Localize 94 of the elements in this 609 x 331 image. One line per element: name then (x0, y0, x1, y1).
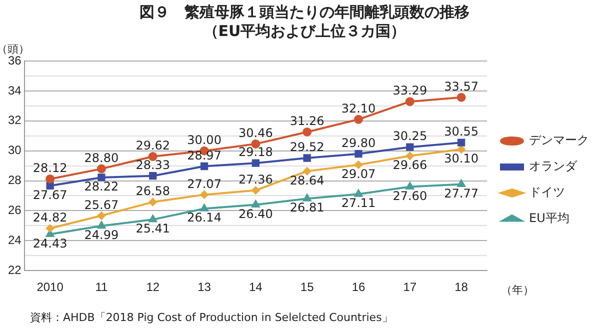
point (405, 97, 414, 106)
y-tick-label: 30 (8, 143, 22, 158)
data-label: 29.62 (136, 138, 170, 153)
point (97, 221, 106, 229)
data-label: 28.64 (290, 173, 324, 188)
data-label: 30.55 (444, 124, 478, 139)
point (252, 200, 260, 208)
data-label: 27.60 (392, 188, 428, 203)
point (457, 145, 466, 154)
data-label: 30.00 (187, 132, 222, 147)
x-tick-label: 16 (352, 280, 366, 294)
data-label: 29.07 (341, 166, 376, 181)
text: 資料：AHDB「2018 Pig Cost of Production in Selelcted Countries」 (30, 310, 393, 325)
data-label: 28.97 (187, 148, 222, 162)
x-tick-label: 13 (198, 280, 212, 294)
data-label: 26.81 (290, 200, 324, 215)
data-label: 33.57 (444, 80, 478, 94)
x-tick-label: 12 (146, 280, 160, 294)
chart-title: 図９ 繁殖母豚１頭当たりの年間離乳頭数の推移 (138, 3, 470, 22)
y-tick-label: 26 (8, 203, 22, 218)
data-label: 33.29 (392, 84, 428, 98)
point (46, 182, 54, 190)
data-label: 24.99 (84, 228, 119, 242)
point (457, 138, 466, 146)
point (252, 159, 260, 167)
data-label: 25.41 (136, 222, 170, 236)
point (303, 194, 312, 202)
data-label: 31.26 (290, 114, 324, 128)
point (354, 150, 362, 158)
y-tick-label: 22 (8, 262, 22, 277)
data-label: 26.40 (238, 206, 273, 221)
point (148, 198, 157, 206)
legend-label: ドイツ (529, 185, 565, 200)
data-label: 30.25 (392, 129, 428, 144)
point (97, 212, 106, 220)
data-label: 29.52 (290, 140, 324, 154)
data-label: 27.11 (341, 196, 376, 210)
point (406, 152, 414, 160)
data-label: 24.43 (32, 236, 68, 250)
data-label: 29.66 (392, 158, 428, 172)
data-label: 25.67 (84, 198, 119, 212)
y-tick-label: 32 (8, 113, 22, 128)
x-tick-label: 18 (454, 280, 468, 294)
point (200, 190, 208, 199)
point (406, 182, 414, 190)
data-label: 27.67 (32, 188, 68, 202)
y-tick-label: 24 (8, 232, 22, 247)
data-label: 29.18 (238, 145, 273, 160)
point (354, 114, 363, 124)
point (456, 92, 466, 102)
data-label: 30.10 (444, 151, 478, 166)
data-label: 30.46 (238, 126, 273, 140)
point (96, 164, 106, 174)
point (46, 224, 54, 232)
y-axis-title: （頭） (0, 42, 30, 56)
x-axis-title: （年） (501, 283, 534, 296)
y-tick-label: 34 (8, 83, 22, 98)
point (98, 174, 106, 182)
chart-subtitle: （EU平均および上位３カ国） (202, 22, 407, 41)
point (354, 190, 363, 197)
point (200, 204, 208, 212)
legend-label: オランダ (529, 159, 578, 174)
data-label: 29.80 (341, 136, 376, 150)
x-tick-label: 17 (403, 280, 417, 294)
point (457, 180, 466, 187)
data-label: 28.33 (136, 158, 170, 172)
point (46, 174, 55, 184)
data-label: 28.22 (84, 180, 119, 194)
data-label: 27.07 (187, 176, 222, 191)
x-tick-label: 14 (248, 280, 263, 294)
data-label: 26.14 (187, 210, 222, 225)
point (354, 160, 362, 169)
data-label: 24.82 (32, 210, 68, 225)
point (148, 215, 157, 222)
x-tick-label: 11 (95, 280, 108, 294)
data-label: 32.10 (341, 102, 376, 116)
x-tick-label: 2010 (36, 280, 64, 294)
point (149, 172, 157, 180)
legend-label: デンマーク (529, 133, 589, 148)
y-tick-label: 36 (8, 53, 22, 68)
point (303, 167, 312, 176)
x-tick-label: 15 (300, 280, 314, 294)
legend-label: EU平均 (529, 211, 570, 226)
point (200, 162, 208, 170)
point (303, 154, 311, 162)
data-label: 27.77 (444, 186, 478, 200)
data-label: 27.36 (238, 172, 273, 186)
point (302, 127, 312, 136)
data-label: 28.12 (32, 161, 68, 176)
point (252, 186, 260, 194)
y-tick-label: 28 (8, 173, 22, 188)
point (406, 143, 414, 151)
data-label: 26.58 (136, 184, 170, 198)
data-label: 28.80 (84, 150, 119, 165)
